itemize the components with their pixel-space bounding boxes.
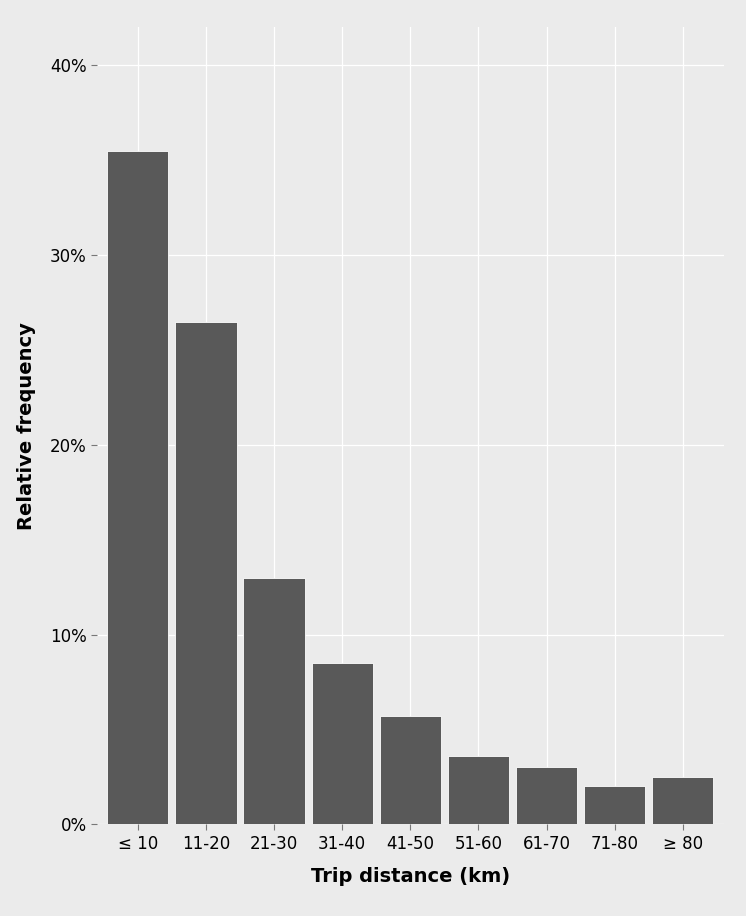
X-axis label: Trip distance (km): Trip distance (km) <box>311 867 510 886</box>
Bar <box>175 322 236 824</box>
Bar <box>652 777 713 824</box>
Bar <box>380 716 441 824</box>
Bar <box>243 578 304 824</box>
Bar <box>107 151 169 824</box>
Bar <box>448 756 509 824</box>
Bar <box>584 787 645 824</box>
Y-axis label: Relative frequency: Relative frequency <box>17 322 36 529</box>
Bar <box>312 663 373 824</box>
Bar <box>516 768 577 824</box>
